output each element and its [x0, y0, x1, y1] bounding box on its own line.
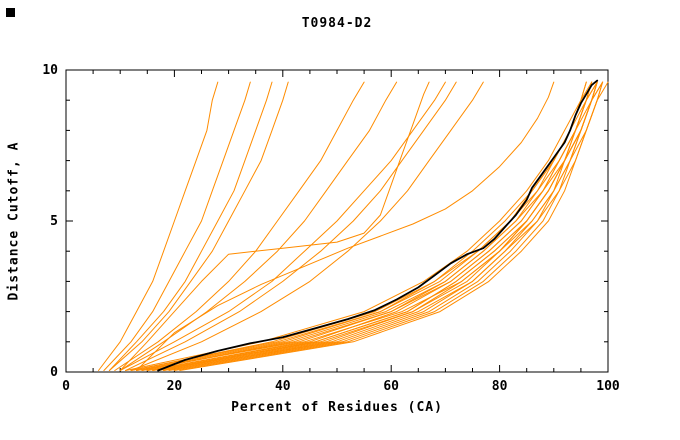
series-line-model-10 [168, 81, 604, 371]
series-line-model-19 [119, 81, 446, 371]
series-line-model-26 [98, 81, 219, 371]
x-tick-label: 60 [383, 379, 399, 394]
series-line-best-model [157, 79, 599, 372]
series-line-model-28 [119, 81, 430, 371]
x-tick-label: 80 [492, 379, 508, 394]
series-line-model-27 [108, 81, 273, 371]
series-line-model-29 [136, 81, 555, 371]
x-tick-label: 40 [275, 379, 291, 394]
series-line-model-18 [157, 81, 598, 371]
series-line-model-08 [173, 81, 604, 371]
series-line-model-23 [103, 81, 251, 371]
y-tick-label: 10 [42, 63, 58, 78]
x-axis-label: Percent of Residues (CA) [231, 400, 443, 415]
x-tick-label: 20 [167, 379, 183, 394]
series-line-model-09 [125, 81, 587, 371]
y-axis-label: Distance Cutoff, A [6, 141, 22, 301]
series-line-model-13 [141, 81, 598, 371]
series-line-model-22 [108, 81, 289, 371]
y-tick-label: 0 [50, 365, 58, 380]
corner-marker [6, 8, 15, 17]
series-line-model-24 [119, 81, 398, 371]
chart-title: T0984-D2 [301, 16, 373, 31]
series-line-model-17 [136, 81, 598, 371]
x-tick-label: 0 [62, 379, 70, 394]
y-tick-label: 5 [50, 214, 58, 229]
x-tick-label: 100 [596, 379, 620, 394]
series-line-model-25 [130, 81, 484, 371]
series-line-model-16 [179, 81, 609, 371]
series-line-model-21 [125, 81, 457, 371]
series-line-model-20 [114, 81, 365, 371]
